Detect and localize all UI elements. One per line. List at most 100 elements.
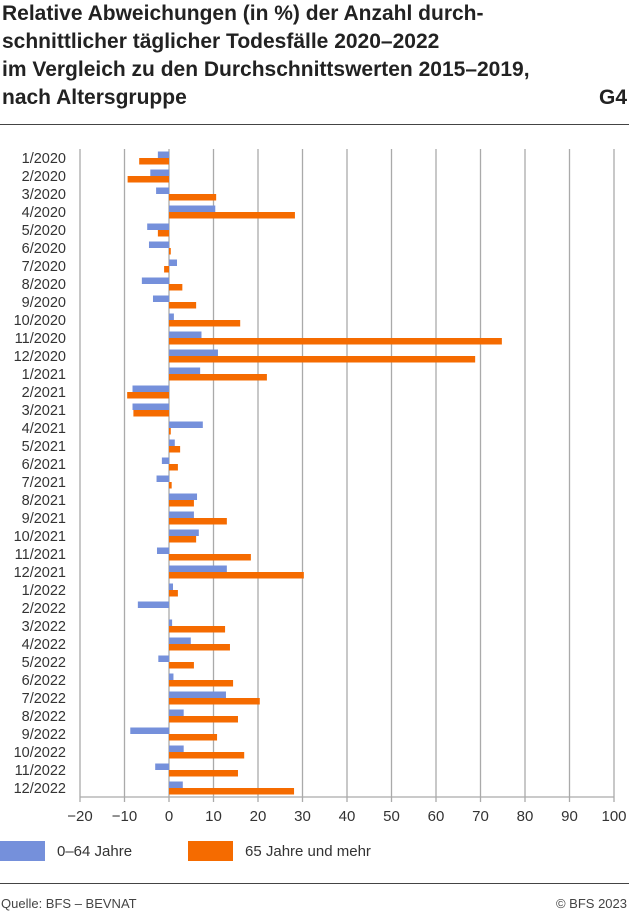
legend-item-0-64: 0–64 Jahre [0,841,132,861]
bar-65plus [169,464,178,471]
y-category-label: 6/2020 [22,241,66,257]
bar-0-64 [169,367,201,374]
title-line: schnittlicher täglicher Todesfälle 2020–… [2,30,440,53]
bar-0-64 [132,403,169,410]
legend-swatch [188,841,233,861]
bar-0-64 [141,277,169,284]
bar-0-64 [169,259,178,266]
bar-0-64 [169,529,199,536]
bar-65plus [169,770,238,777]
legend-swatch [0,841,45,861]
bar-65plus [169,338,502,345]
bar-65plus [127,176,169,183]
bar-65plus [127,392,169,399]
bar-65plus [169,284,183,291]
bar-65plus [169,662,194,669]
bar-65plus [169,698,260,705]
title-line: nach Altersgruppe [2,86,187,109]
source-note: Quelle: BFS – BEVNAT [1,896,137,911]
bar-0-64 [169,511,194,518]
y-category-label: 11/2020 [15,331,66,347]
y-category-label: 1/2020 [22,151,66,167]
y-category-label: 5/2020 [22,223,66,239]
x-tick-label: 30 [294,808,311,825]
y-category-label: 12/2020 [14,349,66,365]
x-tick-label: 10 [205,808,222,825]
x-tick-label: 40 [339,808,356,825]
y-category-label: 7/2022 [22,691,66,707]
y-category-label: 1/2022 [22,583,66,599]
bar-65plus [169,572,304,579]
x-tick-label: 80 [517,808,534,825]
bar-65plus [157,230,169,237]
y-category-label: 11/2021 [15,547,66,563]
bar-0-64 [169,349,218,356]
y-category-label: 1/2021 [22,367,66,383]
y-category-label: 4/2021 [22,421,66,437]
x-tick-label: 20 [250,808,267,825]
bar-0-64 [169,619,173,626]
bar-65plus [169,554,251,561]
bar-0-64 [169,673,174,680]
bar-0-64 [156,475,169,482]
y-category-label: 3/2021 [22,403,66,419]
y-category-label: 7/2020 [22,259,66,275]
bar-65plus [169,536,197,543]
y-category-label: 3/2022 [22,619,66,635]
x-tick-label: 50 [383,808,400,825]
bar-65plus [169,626,226,633]
bar-0-64 [150,169,169,176]
title-line: im Vergleich zu den Durchschnittswerten … [2,58,530,81]
bar-0-64 [169,583,174,590]
y-category-label: 5/2022 [22,655,66,671]
bar-65plus [169,212,295,219]
bar-65plus [139,158,169,165]
y-category-label: 5/2021 [22,439,66,455]
bar-65plus [169,500,194,507]
bar-0-64 [169,745,184,752]
copyright: © BFS 2023 [555,896,627,911]
y-category-label: 12/2021 [14,565,66,581]
bar-65plus [169,644,230,651]
bar-65plus [169,194,217,201]
y-category-label: 9/2022 [22,727,66,743]
figure-number: G4 [598,86,627,109]
bar-65plus [169,248,171,255]
y-category-label: 3/2020 [22,187,66,203]
bar-0-64 [169,637,191,644]
bar-0-64 [155,763,169,770]
x-tick-label: 100 [601,808,626,825]
legend-label: 0–64 Jahre [57,842,133,860]
bar-0-64 [156,547,169,554]
chart-title: Relative Abweichungen (in %) der Anzahl … [2,0,602,112]
y-category-label: 2/2020 [22,169,66,185]
y-category-label: 2/2022 [22,601,66,617]
bar-65plus [169,428,171,435]
bar-0-64 [161,457,169,464]
bar-65plus [169,482,172,489]
bar-0-64 [169,313,174,320]
bar-0-64 [148,241,169,248]
divider [0,124,629,125]
bar-0-64 [169,331,202,338]
x-tick-label: −10 [112,808,137,825]
bar-0-64 [169,691,226,698]
y-category-label: 4/2020 [22,205,66,221]
bar-65plus [169,734,218,741]
y-category-label: 2/2021 [22,385,66,401]
bar-65plus [169,446,181,453]
y-category-label: 8/2021 [22,493,66,509]
bar-0-64 [169,439,175,446]
y-category-label: 6/2022 [22,673,66,689]
bar-65plus [169,374,267,381]
bar-65plus [169,518,227,525]
y-category-label: 8/2022 [22,709,66,725]
bar-65plus [169,716,238,723]
y-category-label: 7/2021 [22,475,66,491]
x-tick-label: −20 [67,808,92,825]
bar-65plus [164,266,169,273]
bar-0-64 [158,655,169,662]
y-category-label: 9/2020 [22,295,66,311]
bar-0-64 [147,223,169,230]
